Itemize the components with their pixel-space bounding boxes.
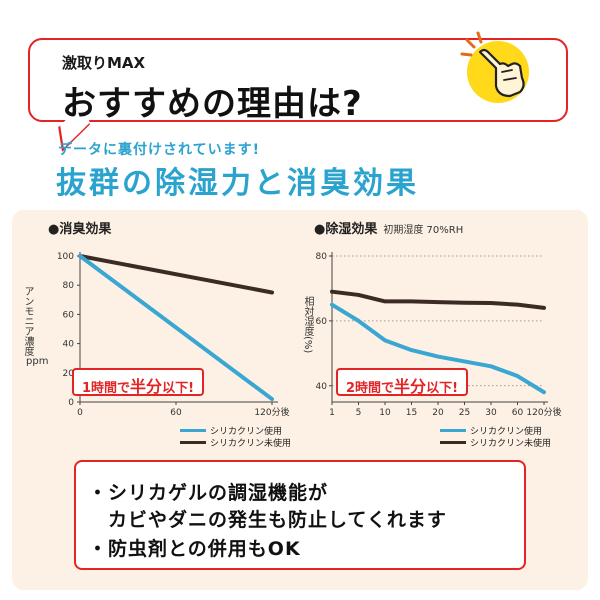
chart1-legend-used: シリカクリン使用 — [210, 426, 283, 437]
legend-swatch-blue — [180, 428, 206, 432]
x-tick-label: 1 — [329, 408, 335, 418]
legend-swatch-dark — [180, 440, 206, 444]
chart2-ylabel: 相対湿度(%) — [302, 296, 313, 354]
y-tick-label: 80 — [316, 252, 328, 262]
chart1-callout-post: 以下! — [162, 381, 194, 396]
banner-kicker: 激取りMAX — [62, 54, 146, 72]
series-line — [78, 254, 274, 402]
x-tick-label: 25 — [459, 408, 470, 418]
x-tick-label: 120分後 — [526, 406, 561, 418]
chart2-legend-unused: シリカクリン未使用 — [470, 438, 552, 449]
legend-swatch-dark — [440, 440, 466, 444]
subheading-title: 抜群の除湿力と消臭効果 — [56, 166, 419, 201]
y-tick-label: 60 — [63, 310, 75, 320]
chart1-callout: 1時間で半分以下! — [72, 368, 204, 396]
y-tick-label: 60 — [316, 317, 328, 327]
x-tick-label: 60 — [512, 408, 524, 418]
note-line-2: カビやダニの発生も防止してくれます — [88, 509, 447, 531]
y-tick-label: 40 — [63, 340, 75, 350]
subheading-kicker: データに裏付けされています! — [58, 142, 260, 158]
x-tick-label: 30 — [485, 408, 497, 418]
chart2-callout-emph: 半分 — [394, 377, 427, 396]
x-tick-label: 20 — [432, 408, 444, 418]
chart1-legend-unused: シリカクリン未使用 — [210, 438, 292, 449]
y-tick-label: 100 — [57, 252, 74, 262]
x-tick-label: 5 — [356, 408, 362, 418]
chart2-callout-pre: 2時間で — [346, 381, 395, 396]
y-tick-label: 40 — [316, 382, 328, 392]
x-tick-label: 120分後 — [254, 406, 289, 418]
chart2-subtitle: 初期湿度 70%RH — [383, 225, 464, 236]
chart2-callout: 2時間で半分以下! — [336, 368, 468, 396]
chart2-legend-used: シリカクリン使用 — [470, 426, 543, 437]
y-tick-label: 80 — [63, 281, 75, 291]
y-tick-label: 0 — [68, 398, 74, 408]
note-line-3: ・防虫剤との併用もOK — [88, 538, 301, 560]
x-tick-label: 10 — [379, 408, 391, 418]
feature-notes-box — [74, 460, 526, 570]
y-tick-label: 20 — [63, 369, 75, 379]
chart2-callout-post: 以下! — [426, 381, 458, 396]
x-tick-label: 15 — [406, 408, 417, 418]
chart2-title-text: ●除湿効果 — [314, 222, 378, 237]
deodorant-chart: 0 20 40 60 80 100 0 60 120分後 — [57, 252, 290, 418]
pointing-hand-icon — [460, 31, 529, 103]
chart2-legend: シリカクリン使用 シリカクリン未使用 — [440, 424, 552, 449]
x-tick-label: 60 — [170, 408, 182, 418]
chart1-yunit: ppm — [26, 356, 49, 367]
legend-swatch-blue — [440, 428, 466, 432]
series-line — [78, 254, 274, 295]
series-line — [330, 302, 546, 395]
chart1-callout-emph: 半分 — [130, 377, 163, 396]
x-tick-label: 0 — [77, 408, 83, 418]
chart2-title: ●除湿効果 初期湿度 70%RH — [314, 218, 463, 237]
chart1-ylabel: アンモニア濃度 — [22, 286, 33, 356]
banner-title: おすすめの理由は? — [62, 84, 363, 124]
series-line — [330, 289, 546, 310]
chart1-title: ●消臭効果 — [48, 222, 112, 237]
chart1-legend: シリカクリン使用 シリカクリン未使用 — [180, 424, 292, 449]
chart1-callout-pre: 1時間で — [82, 381, 131, 396]
note-line-1: ・シリカゲルの調湿機能が — [88, 482, 329, 504]
